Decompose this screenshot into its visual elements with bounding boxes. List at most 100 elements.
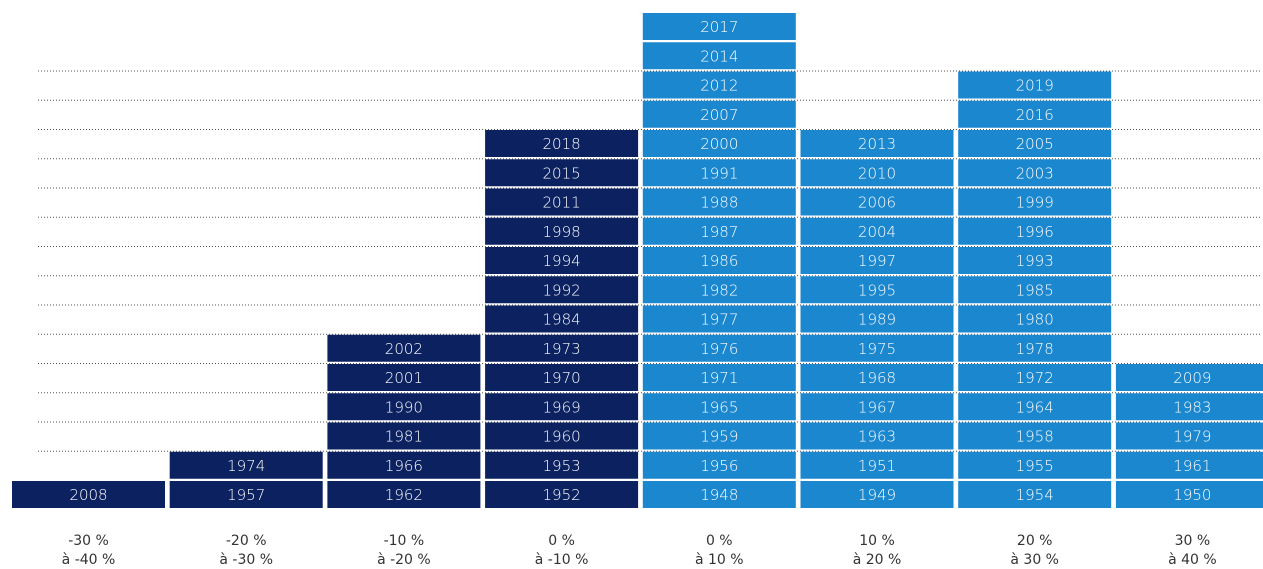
category-label: -10 % [384, 533, 425, 549]
year-block [327, 422, 481, 450]
year-block [642, 100, 796, 128]
year-label: 1991 [700, 164, 738, 182]
year-label: 1949 [858, 486, 896, 504]
year-label: 1953 [543, 457, 581, 475]
year-label: 1993 [1016, 252, 1054, 270]
year-label: 1986 [700, 252, 738, 270]
year-block [642, 159, 796, 187]
year-label: 1968 [858, 369, 896, 387]
category-label: -20 % [226, 533, 267, 549]
year-block [485, 393, 639, 421]
year-block [642, 481, 796, 508]
year-label: 2008 [69, 486, 107, 504]
year-label: 1963 [858, 428, 896, 446]
year-block [169, 481, 323, 508]
year-label: 2011 [543, 194, 581, 212]
year-label: 1971 [700, 369, 738, 387]
category-label: à -10 % [535, 552, 589, 568]
year-label: 1992 [543, 281, 581, 299]
year-label: 1985 [1016, 281, 1054, 299]
year-block [169, 451, 323, 479]
year-block [800, 276, 954, 304]
year-label: 2007 [700, 106, 738, 124]
year-label: 1959 [700, 428, 738, 446]
category-label: à 20 % [853, 552, 902, 568]
year-label: 1999 [1016, 194, 1054, 212]
year-block [958, 71, 1112, 99]
year-label: 1955 [1016, 457, 1054, 475]
year-block [958, 130, 1112, 157]
year-label: 2016 [1016, 106, 1054, 124]
year-block [800, 305, 954, 333]
year-label: 2001 [385, 369, 423, 387]
year-block [485, 130, 639, 157]
year-block [485, 217, 639, 245]
year-label: 1958 [1016, 428, 1054, 446]
year-label: 1954 [1016, 486, 1054, 504]
category-label: 10 % [859, 533, 895, 549]
year-block [1115, 393, 1263, 421]
year-block [642, 364, 796, 391]
year-block [1115, 451, 1263, 479]
year-label: 1981 [385, 428, 423, 446]
year-block [800, 451, 954, 479]
year-label: 2000 [700, 135, 738, 153]
year-label: 1974 [227, 457, 265, 475]
year-block [485, 247, 639, 274]
year-block [485, 305, 639, 333]
year-block [642, 305, 796, 333]
year-label: 1952 [543, 486, 581, 504]
year-block [642, 42, 796, 70]
year-label: 1966 [385, 457, 423, 475]
year-label: 2010 [858, 164, 896, 182]
year-label: 1982 [700, 281, 738, 299]
category-label: à -40 % [62, 552, 116, 568]
year-block [800, 247, 954, 274]
category-label: 0 % [548, 533, 575, 549]
category-label: à -30 % [219, 552, 273, 568]
year-block [642, 334, 796, 362]
year-label: 1960 [543, 428, 581, 446]
year-block [800, 159, 954, 187]
year-block [958, 247, 1112, 274]
category-label: à 10 % [695, 552, 744, 568]
year-label: 1994 [543, 252, 581, 270]
year-block [327, 481, 481, 508]
year-block [958, 217, 1112, 245]
year-label: 1965 [700, 398, 738, 416]
year-block [485, 188, 639, 216]
year-label: 1948 [700, 486, 738, 504]
year-label: 1962 [385, 486, 423, 504]
year-block [958, 451, 1112, 479]
year-block [958, 100, 1112, 128]
year-block [958, 334, 1112, 362]
year-block [958, 159, 1112, 187]
year-label: 1957 [227, 486, 265, 504]
year-label: 1977 [700, 311, 738, 329]
year-label: 1964 [1016, 398, 1054, 416]
year-block [327, 451, 481, 479]
year-block [958, 364, 1112, 391]
year-label: 1983 [1173, 398, 1211, 416]
year-block [12, 481, 165, 508]
year-label: 1967 [858, 398, 896, 416]
year-block [800, 188, 954, 216]
category-label: à 30 % [1010, 552, 1059, 568]
year-block [1115, 422, 1263, 450]
year-block [642, 130, 796, 157]
year-block [642, 217, 796, 245]
year-block [800, 393, 954, 421]
year-block [485, 422, 639, 450]
year-block [485, 159, 639, 187]
year-label: 1975 [858, 340, 896, 358]
year-block [642, 188, 796, 216]
year-block [642, 451, 796, 479]
year-label: 1989 [858, 311, 896, 329]
year-block [485, 334, 639, 362]
year-label: 1998 [543, 223, 581, 241]
year-block [800, 481, 954, 508]
year-label: 2015 [543, 164, 581, 182]
year-block [485, 481, 639, 508]
year-block [1115, 364, 1263, 391]
